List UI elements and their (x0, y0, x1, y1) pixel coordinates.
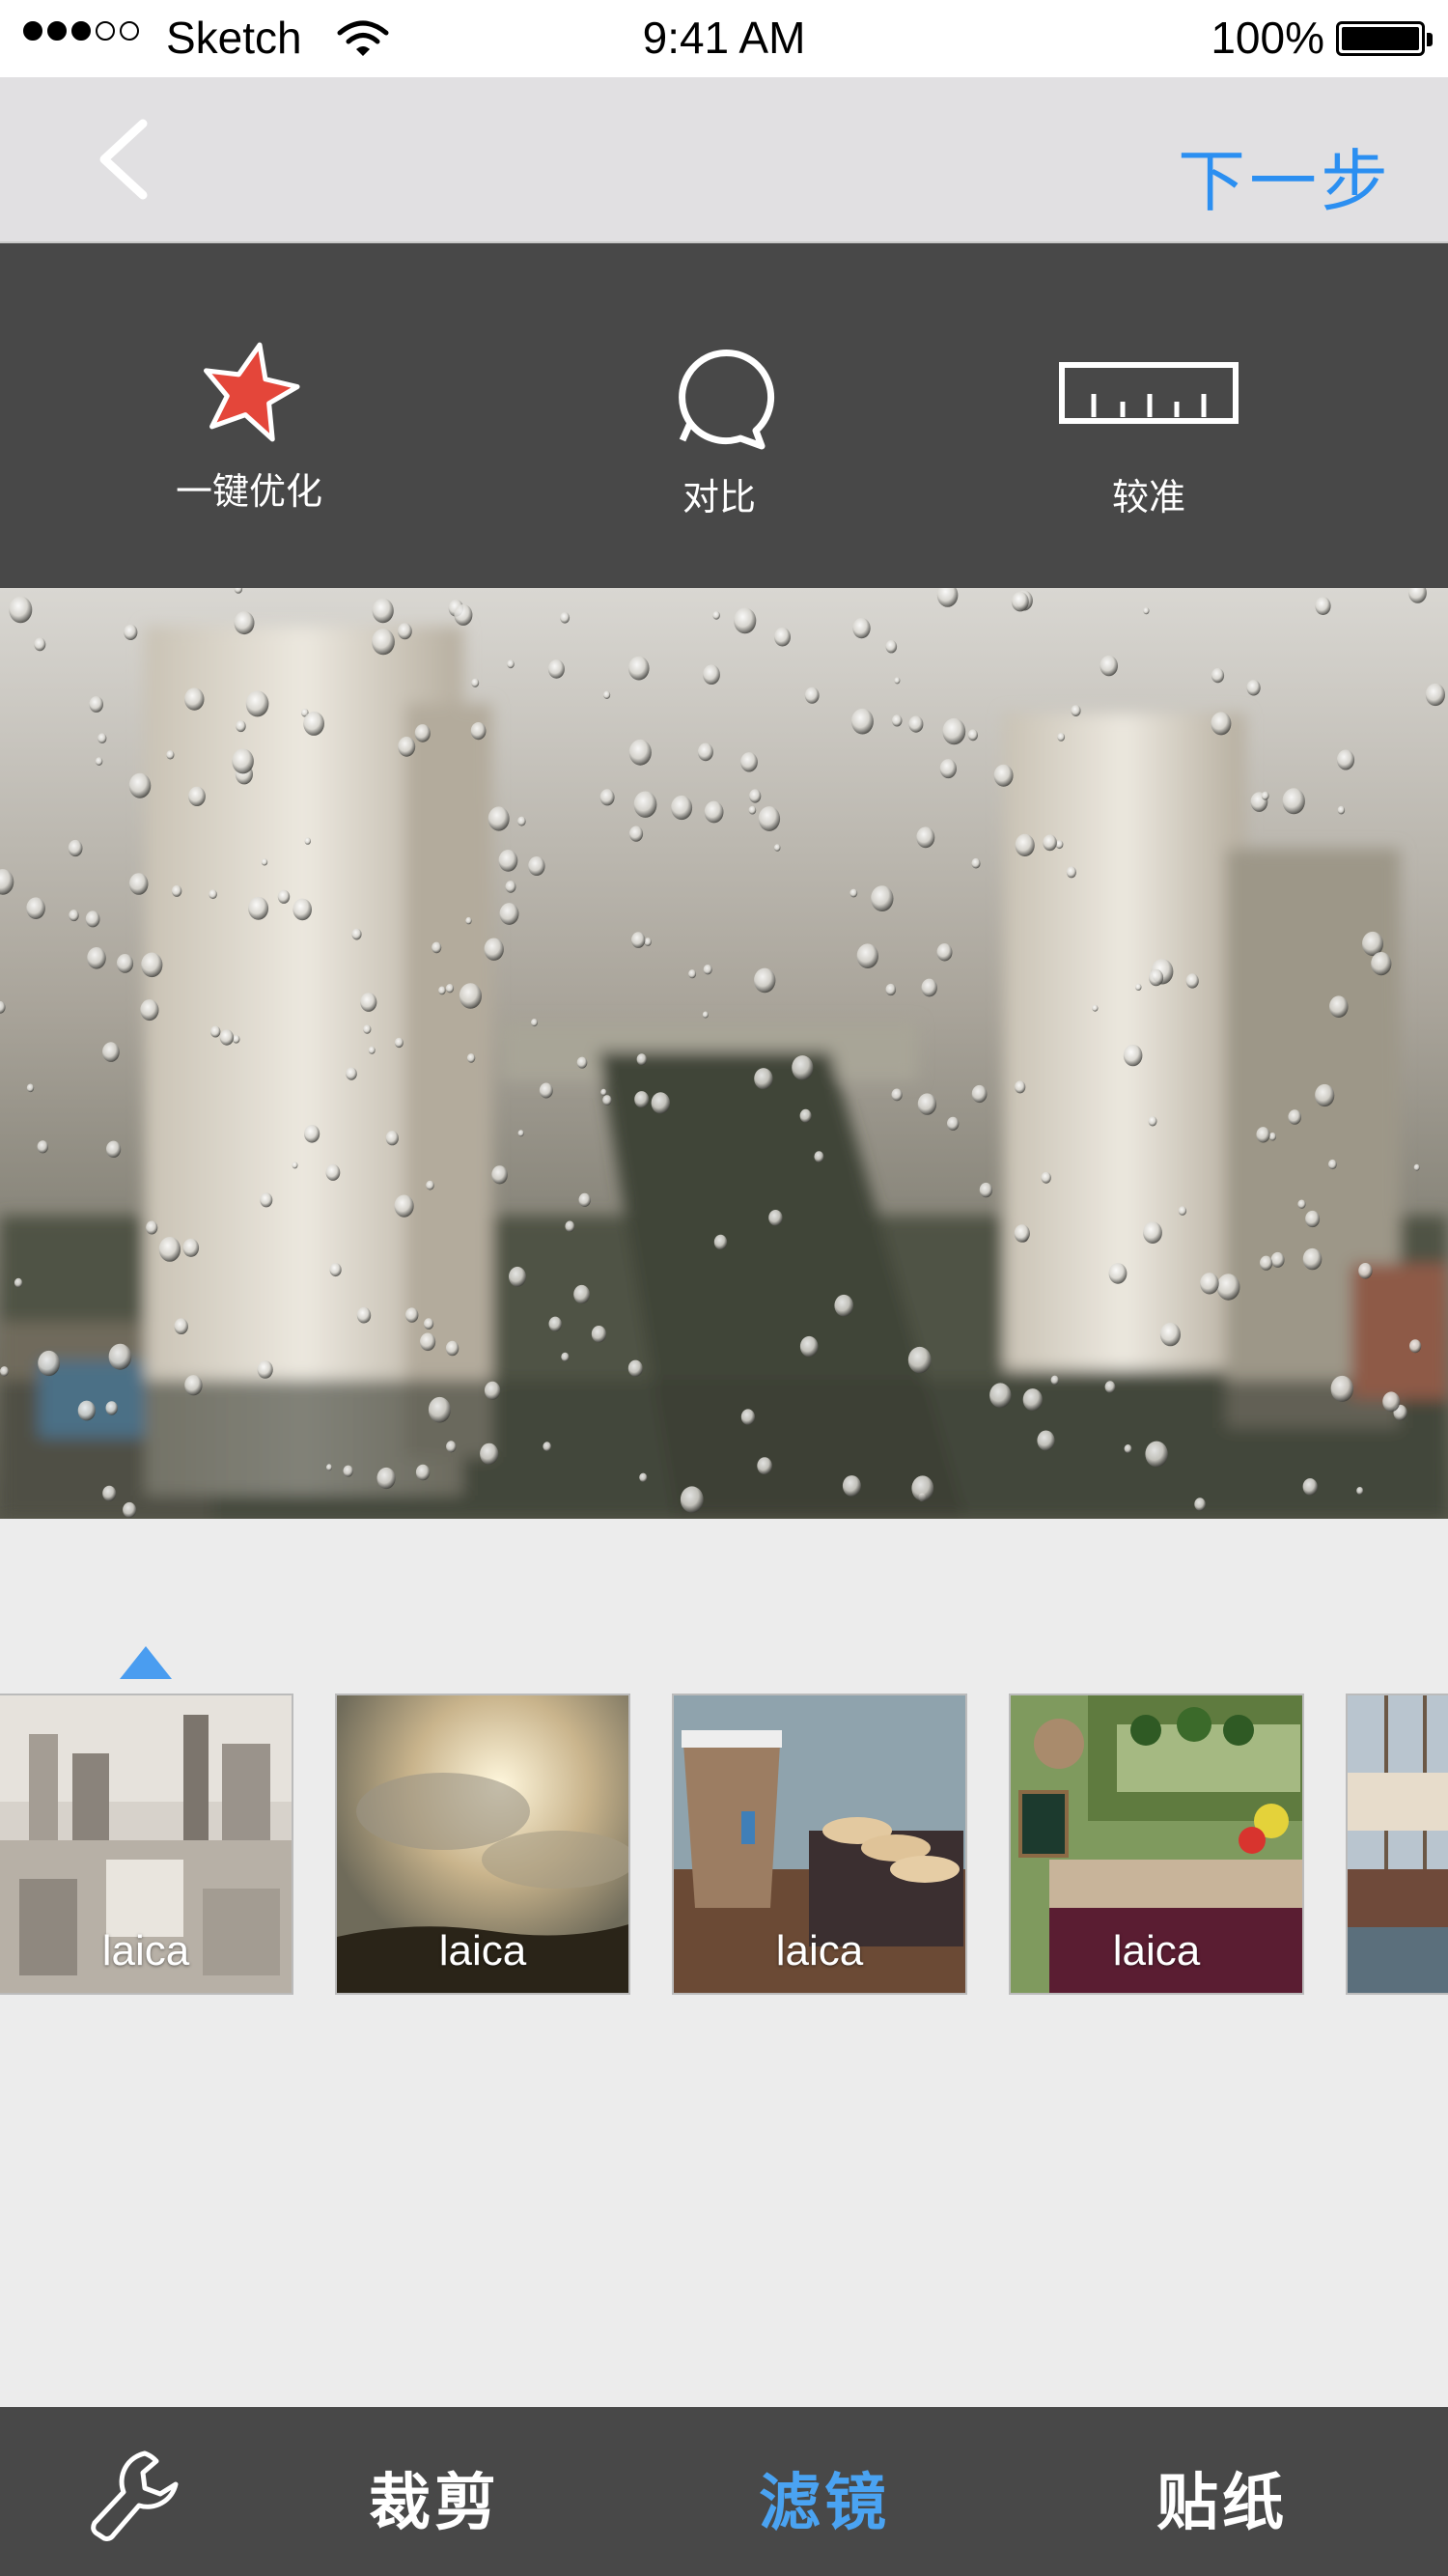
filter-thumb[interactable]: laica (1009, 1694, 1304, 1995)
filter-label: laica (775, 1927, 864, 1974)
filter-thumb[interactable]: laica (0, 1694, 293, 1995)
filter-label: laica (1112, 1927, 1201, 1974)
filter-thumb[interactable]: laica (1346, 1694, 1448, 1995)
filter-label: laica (101, 1927, 190, 1974)
selected-filter-indicator (120, 1646, 172, 1679)
nav-bar: 下一步 (0, 77, 1448, 243)
filter-label: laica (1348, 1927, 1448, 1975)
wifi-icon (337, 20, 389, 56)
filter-thumb-image (674, 1695, 965, 1993)
filter-strip: laica laica laica (0, 1519, 1448, 2407)
filter-thumb-image (1011, 1695, 1302, 1993)
next-step-button[interactable]: 下一步 (1178, 144, 1392, 219)
bottom-tab-bar: 裁剪 滤镜 贴纸 (0, 2407, 1448, 2576)
ruler-icon (1059, 362, 1239, 424)
wrench-icon (91, 2450, 179, 2541)
filter-thumb-image (0, 1695, 292, 1993)
carrier-name: Sketch (166, 13, 302, 63)
calibrate-button[interactable]: 较准 (1004, 243, 1294, 588)
auto-enhance-button[interactable]: 一键优化 (104, 243, 394, 588)
back-button[interactable] (87, 116, 164, 203)
rain-drops (0, 588, 1445, 1518)
contrast-label: 对比 (682, 478, 756, 518)
tab-crop[interactable]: 裁剪 (369, 2468, 500, 2537)
contrast-button[interactable]: 对比 (574, 243, 864, 588)
clock: 9:41 AM (642, 13, 806, 63)
contrast-bubble-icon (679, 349, 775, 450)
star-icon (204, 342, 300, 442)
edit-photo (0, 588, 1448, 1519)
auto-enhance-label: 一键优化 (175, 472, 322, 513)
calibrate-label: 较准 (1111, 478, 1185, 518)
status-bar: Sketch 9:41 AM 100% (0, 0, 1448, 77)
tab-sticker[interactable]: 贴纸 (1156, 2468, 1288, 2537)
tab-filter[interactable]: 滤镜 (759, 2468, 890, 2537)
battery-percent: 100% (1211, 13, 1324, 63)
filter-thumb-image (1348, 1695, 1448, 1993)
filter-thumb[interactable]: laica (672, 1694, 967, 1995)
tools-tab[interactable] (85, 2446, 181, 2542)
filter-thumb[interactable]: laica (335, 1694, 630, 1995)
adjust-tool-panel: 一键优化 对比 较准 (0, 243, 1448, 588)
filter-label: laica (438, 1927, 527, 1974)
filter-thumb-image (337, 1695, 628, 1993)
battery-icon (1336, 21, 1433, 56)
chevron-left-icon (99, 119, 148, 200)
signal-strength-icon (23, 21, 139, 41)
